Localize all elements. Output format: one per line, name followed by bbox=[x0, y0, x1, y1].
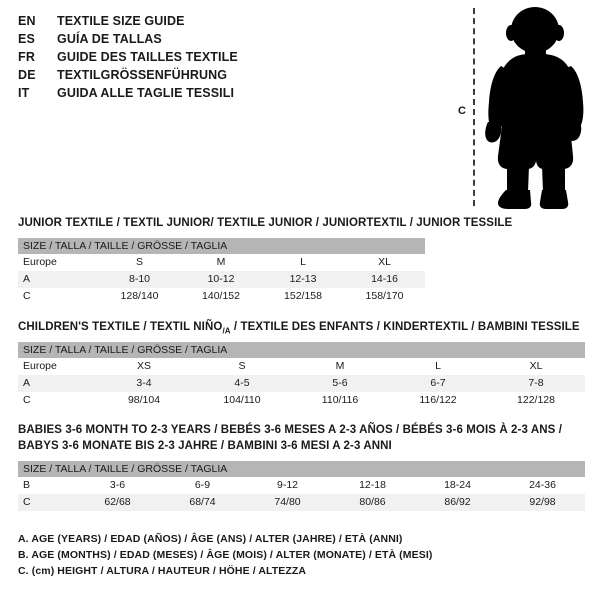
title-lang-es: ES bbox=[18, 32, 36, 46]
junior-row-c-v2: 152/158 bbox=[284, 290, 322, 302]
children-size-table: SIZE / TALLA / TAILLE / GRÖSSE / TAGLIA … bbox=[18, 342, 585, 409]
junior-row-europe-v2: L bbox=[300, 256, 306, 268]
height-dashed-line bbox=[473, 8, 475, 206]
junior-row-europe-v3: XL bbox=[378, 256, 391, 268]
children-table-band: SIZE / TALLA / TAILLE / GRÖSSE / TAGLIA bbox=[18, 342, 585, 358]
babies-row-c-v2: 74/80 bbox=[245, 494, 330, 511]
children-row-c-v2: 110/116 bbox=[321, 394, 359, 406]
children-row-c-v0: 98/104 bbox=[127, 394, 161, 406]
children-row-c-label: C bbox=[23, 394, 31, 406]
babies-row-c-v4: 86/92 bbox=[415, 494, 500, 511]
height-marker-label: C bbox=[458, 105, 466, 117]
babies-row-b-v0: 3-6 bbox=[109, 479, 126, 491]
children-row-europe-v0: XS bbox=[136, 360, 151, 372]
junior-band-label: SIZE / TALLA / TAILLE / GRÖSSE / TAGLIA bbox=[18, 238, 426, 254]
junior-row-c: C 128/140 140/152 152/158 158/170 bbox=[18, 288, 425, 305]
babies-row-b-v2: 9-12 bbox=[276, 479, 298, 491]
babies-row-c-label: C bbox=[18, 494, 75, 511]
babies-row-b-label: B bbox=[23, 479, 31, 491]
legend-line-c: C. (cm) HEIGHT / ALTURA / HAUTEUR / HÖHE… bbox=[18, 565, 307, 577]
children-row-c: C 98/104 104/110 110/116 116/122 122/128 bbox=[18, 392, 585, 409]
junior-row-c-label: C bbox=[23, 290, 31, 302]
children-band-label: SIZE / TALLA / TAILLE / GRÖSSE / TAGLIA bbox=[18, 342, 585, 358]
babies-row-b-v1: 6-9 bbox=[194, 479, 211, 491]
children-row-a: A 3-4 4-5 5-6 6-7 7-8 bbox=[18, 375, 585, 392]
title-text-en: TEXTILE SIZE GUIDE bbox=[57, 14, 185, 28]
title-row-fr: FR GUIDE DES TAILLES TEXTILE bbox=[18, 48, 418, 66]
children-row-europe-v2: M bbox=[335, 360, 345, 372]
legend-line-b: B. AGE (MONTHS) / EDAD (MESES) / ÂGE (MO… bbox=[18, 549, 433, 561]
babies-row-c-v1: 68/74 bbox=[160, 494, 245, 511]
junior-row-europe-v0: S bbox=[135, 256, 143, 268]
section-heading-children: CHILDREN'S TEXTILE / TEXTIL NIÑO/A / TEX… bbox=[18, 320, 580, 338]
title-lang-en: EN bbox=[18, 14, 36, 28]
junior-row-europe-label: Europe bbox=[23, 256, 57, 268]
title-block: EN TEXTILE SIZE GUIDE ES GUÍA DE TALLAS … bbox=[18, 12, 418, 102]
legend-line-a: A. AGE (YEARS) / EDAD (AÑOS) / ÂGE (ANS)… bbox=[18, 533, 403, 545]
junior-row-a-v1: 10-12 bbox=[180, 271, 262, 288]
babies-table-band: SIZE / TALLA / TAILLE / GRÖSSE / TAGLIA bbox=[18, 461, 586, 477]
junior-row-europe: Europe S M L XL bbox=[18, 254, 425, 271]
title-text-es: GUÍA DE TALLAS bbox=[57, 32, 162, 46]
title-text-de: TEXTILGRÖSSENFÜHRUNG bbox=[57, 68, 228, 82]
children-row-a-v3: 6-7 bbox=[389, 375, 487, 392]
title-lang-it: IT bbox=[18, 86, 30, 100]
title-row-es: ES GUÍA DE TALLAS bbox=[18, 30, 418, 48]
children-row-europe-v3: L bbox=[435, 360, 441, 372]
children-row-europe-label: Europe bbox=[23, 360, 57, 372]
title-lang-fr: FR bbox=[18, 50, 36, 64]
babies-row-b-v4: 18-24 bbox=[444, 479, 471, 491]
junior-row-c-v1: 140/152 bbox=[202, 290, 240, 302]
junior-row-a-label: A bbox=[18, 271, 99, 288]
babies-row-c-v3: 80/86 bbox=[330, 494, 415, 511]
babies-row-c-v0: 62/68 bbox=[75, 494, 160, 511]
children-row-europe-v1: S bbox=[238, 360, 246, 372]
title-lang-de: DE bbox=[18, 68, 36, 82]
junior-row-europe-v1: M bbox=[216, 256, 226, 268]
children-row-a-v0: 3-4 bbox=[95, 375, 193, 392]
toddler-silhouette-icon bbox=[485, 7, 584, 209]
title-row-it: IT GUIDA ALLE TAGLIE TESSILI bbox=[18, 84, 418, 102]
children-heading-sub: /A bbox=[222, 326, 231, 336]
title-text-fr: GUIDE DES TAILLES TEXTILE bbox=[57, 50, 238, 64]
children-row-c-v3: 116/122 bbox=[419, 394, 457, 406]
children-heading-prefix: CHILDREN'S TEXTILE / TEXTIL NIÑO bbox=[18, 321, 223, 333]
children-row-a-label: A bbox=[18, 375, 95, 392]
junior-row-a: A 8-10 10-12 12-13 14-16 bbox=[18, 271, 426, 288]
children-row-a-v1: 4-5 bbox=[193, 375, 291, 392]
title-text-it: GUIDA ALLE TAGLIE TESSILI bbox=[57, 86, 235, 100]
junior-row-a-v0: 8-10 bbox=[99, 271, 180, 288]
children-row-europe: Europe XS S M L XL bbox=[18, 358, 585, 375]
title-row-de: DE TEXTILGRÖSSENFÜHRUNG bbox=[18, 66, 418, 84]
children-row-c-v4: 122/128 bbox=[517, 394, 555, 406]
junior-row-a-v2: 12-13 bbox=[262, 271, 344, 288]
junior-row-a-v3: 14-16 bbox=[344, 271, 426, 288]
children-row-a-v4: 7-8 bbox=[487, 375, 585, 392]
children-row-a-v2: 5-6 bbox=[291, 375, 389, 392]
babies-row-c: C 62/68 68/74 74/80 80/86 86/92 92/98 bbox=[18, 494, 586, 511]
junior-row-c-v0: 128/140 bbox=[120, 290, 159, 302]
title-row-en: EN TEXTILE SIZE GUIDE bbox=[18, 12, 418, 30]
junior-row-c-v3: 158/170 bbox=[365, 290, 404, 302]
section-heading-junior: JUNIOR TEXTILE / TEXTIL JUNIOR/ TEXTILE … bbox=[18, 217, 513, 229]
babies-band-label: SIZE / TALLA / TAILLE / GRÖSSE / TAGLIA bbox=[18, 461, 586, 477]
section-heading-babies-line1: BABIES 3-6 MONTH TO 2-3 YEARS / BEBÉS 3-… bbox=[18, 424, 562, 436]
children-heading-suffix: / TEXTILE DES ENFANTS / KINDERTEXTIL / B… bbox=[230, 321, 580, 333]
figure-area: C bbox=[440, 0, 600, 215]
babies-size-table: SIZE / TALLA / TAILLE / GRÖSSE / TAGLIA … bbox=[18, 461, 586, 511]
children-row-europe-v4: XL bbox=[529, 360, 543, 372]
babies-row-b-v5: 24-36 bbox=[529, 479, 556, 491]
junior-table-band: SIZE / TALLA / TAILLE / GRÖSSE / TAGLIA bbox=[18, 238, 426, 254]
babies-row-b-v3: 12-18 bbox=[359, 479, 386, 491]
children-row-c-v1: 104/110 bbox=[223, 394, 261, 406]
section-heading-babies-line2: BABYS 3-6 MONATE BIS 2-3 JAHRE / BAMBINI… bbox=[18, 440, 392, 452]
babies-row-b: B 3-6 6-9 9-12 12-18 18-24 24-36 bbox=[18, 477, 585, 494]
junior-size-table: SIZE / TALLA / TAILLE / GRÖSSE / TAGLIA … bbox=[18, 238, 426, 305]
babies-row-c-v5: 92/98 bbox=[500, 494, 586, 511]
